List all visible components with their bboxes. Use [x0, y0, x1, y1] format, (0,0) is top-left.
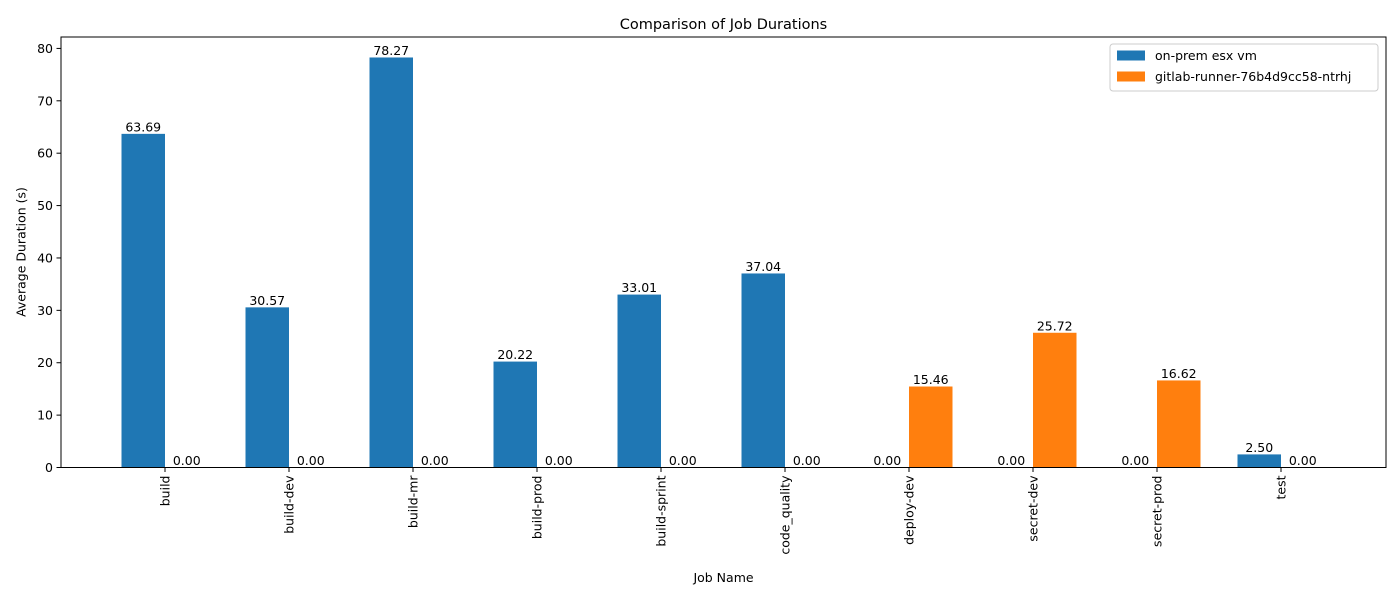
bar-value-label: 25.72: [1037, 318, 1073, 333]
bar-build-sprint-series-0: [617, 294, 661, 468]
bar-value-label: 30.57: [249, 293, 285, 308]
x-tick-label-test: test: [1274, 475, 1289, 499]
y-axis: 0 10 20 30 40 50 60 70 80: [37, 41, 61, 475]
bar-value-label: 20.22: [497, 347, 533, 362]
y-tick-label: 20: [37, 355, 53, 370]
y-axis-label: Average Duration (s): [14, 187, 29, 317]
bar-value-label: 0.00: [173, 453, 201, 468]
y-tick-label: 0: [45, 460, 53, 475]
legend-swatch-on-prem: [1117, 50, 1145, 61]
y-tick-label: 70: [37, 93, 53, 108]
y-tick-label: 10: [37, 408, 53, 423]
bar-value-label: 0.00: [545, 453, 573, 468]
bar-secret-prod-series-1: [1157, 380, 1201, 468]
x-tick-label-build: build: [158, 476, 173, 507]
legend: on-prem esx vm gitlab-runner-76b4d9cc58-…: [1109, 43, 1379, 92]
y-tick-label: 30: [37, 303, 53, 318]
x-tick-label-deploy-dev: deploy-dev: [902, 475, 917, 545]
plot-area-frame: [60, 36, 1387, 468]
bar-build-series-0: [121, 133, 165, 468]
y-tick-label: 80: [37, 41, 53, 56]
bar-value-label: 0.00: [1289, 453, 1317, 468]
bar-value-label: 0.00: [669, 453, 697, 468]
legend-label-gitlab-runner: gitlab-runner-76b4d9cc58-ntrhj: [1155, 69, 1351, 84]
bar-value-label: 37.04: [745, 259, 781, 274]
bar-value-label: 0.00: [421, 453, 449, 468]
x-tick-label-build-mr: build-mr: [406, 475, 421, 528]
bar-build-dev-series-0: [245, 307, 289, 468]
bar-deploy-dev-series-1: [909, 386, 953, 468]
bar-build-mr-series-0: [369, 57, 413, 468]
bars-layer: [121, 57, 1281, 468]
bar-labels-layer: 63.69 30.57 78.27 20.22 33.01 37.04 0.00 0.00 0.…: [125, 43, 1316, 468]
x-axis-label: Job Name: [692, 570, 753, 585]
bar-secret-dev-series-1: [1033, 332, 1077, 468]
bar-test-series-0: [1237, 454, 1281, 468]
bar-value-label: 63.69: [125, 119, 161, 134]
x-tick-label-build-prod: build-prod: [530, 476, 545, 540]
bar-value-label: 15.46: [913, 372, 949, 387]
x-tick-label-build-dev: build-dev: [282, 475, 297, 534]
bar-code_quality-series-0: [741, 273, 785, 468]
x-axis: build build-dev build-mr build-prod build-sp…: [158, 467, 1289, 555]
legend-swatch-gitlab-runner: [1117, 71, 1145, 82]
bar-value-label: 78.27: [373, 43, 409, 58]
x-tick-label-build-sprint: build-sprint: [654, 475, 669, 546]
legend-frame: [1109, 43, 1379, 92]
bar-value-label: 0.00: [297, 453, 325, 468]
bar-value-label: 0.00: [997, 453, 1025, 468]
legend-label-on-prem: on-prem esx vm: [1155, 48, 1257, 63]
x-tick-label-secret-dev: secret-dev: [1026, 475, 1041, 542]
bar-value-label: 0.00: [793, 453, 821, 468]
bar-value-label: 0.00: [873, 453, 901, 468]
x-tick-label-code_quality: code_quality: [778, 475, 793, 555]
bar-value-label: 16.62: [1161, 366, 1197, 381]
bar-value-label: 2.50: [1245, 440, 1273, 455]
bar-value-label: 33.01: [621, 280, 657, 295]
y-tick-label: 60: [37, 146, 53, 161]
y-tick-label: 50: [37, 198, 53, 213]
y-tick-label: 40: [37, 250, 53, 265]
chart-title: Comparison of Job Durations: [620, 17, 828, 33]
x-tick-label-secret-prod: secret-prod: [1150, 476, 1165, 547]
bar-build-prod-series-0: [493, 361, 537, 468]
bar-value-label: 0.00: [1121, 453, 1149, 468]
